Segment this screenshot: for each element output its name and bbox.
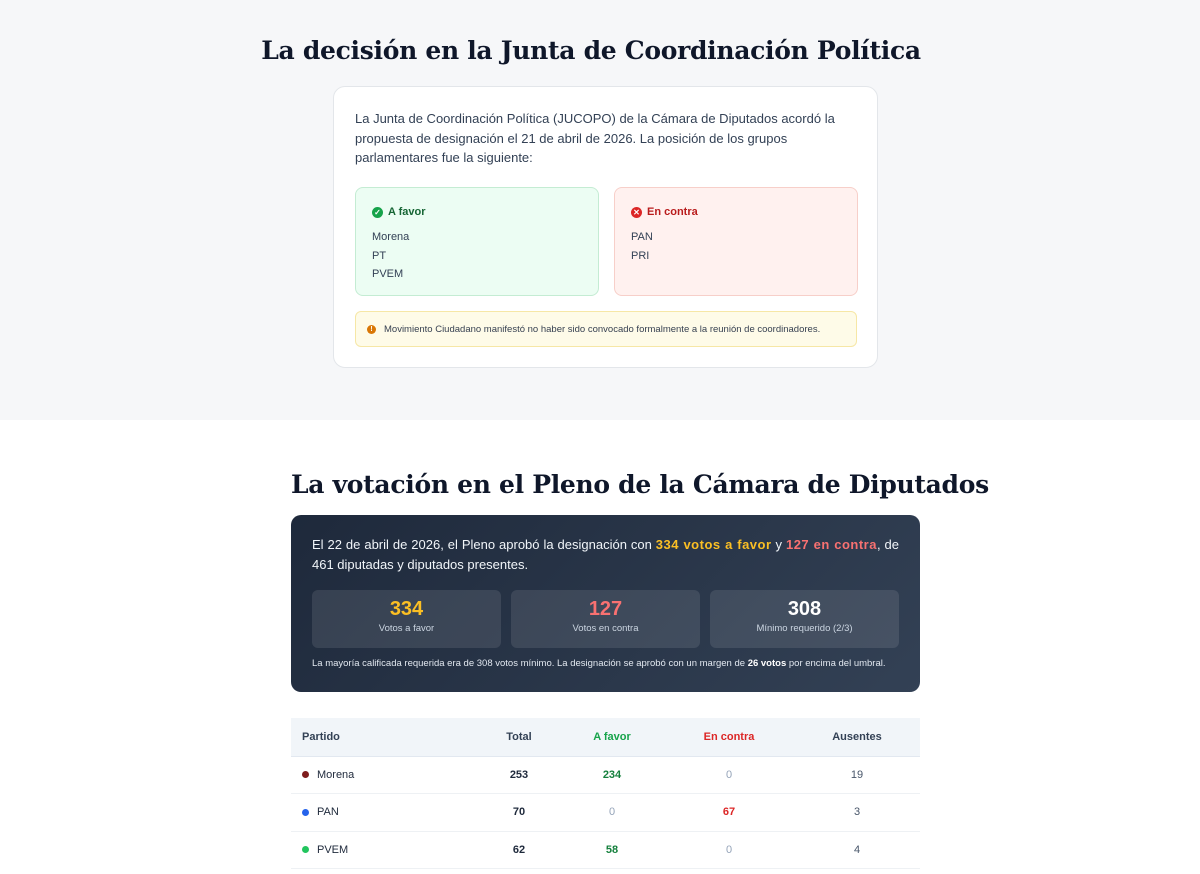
list-item: PVEM <box>372 268 404 280</box>
stat-label: Votos en contra <box>572 623 639 634</box>
note-text: La mayoría calificada requerida era de 3… <box>312 658 748 669</box>
pleno-intro: El 22 de abril de 2026, el Pleno aprobó … <box>312 535 899 574</box>
table-row: Morena 253 234 0 19 <box>291 756 920 794</box>
contra-label: En contra <box>647 206 698 218</box>
party-name: PAN <box>317 806 339 819</box>
contra-cell: 0 <box>664 831 794 869</box>
party-cell: PAN <box>291 793 478 832</box>
check-circle-icon: ✓ <box>372 206 383 218</box>
favor-highlight: 334 votos a favor <box>655 537 772 552</box>
favor-heading: ✓ A favor <box>372 206 426 218</box>
notice-banner: ! Movimiento Ciudadano manifestó no habe… <box>355 311 857 347</box>
ausentes-cell: 4 <box>794 831 920 869</box>
party-name: Morena <box>317 768 355 781</box>
pleno-summary-card: El 22 de abril de 2026, el Pleno aprobó … <box>291 515 920 692</box>
favor-label: A favor <box>388 206 426 218</box>
intro-text: , de 461 diputadas y diputados presentes… <box>312 537 899 572</box>
stat-label: Mínimo requerido (2/3) <box>756 623 853 634</box>
header-total: Total <box>478 718 560 757</box>
favor-cell: 58 <box>560 831 664 869</box>
party-color-dot <box>302 771 309 779</box>
header-contra: En contra <box>664 718 794 757</box>
header-partido: Partido <box>291 718 478 757</box>
table-header-row: Partido Total A favor En contra Ausentes <box>291 718 920 757</box>
contra-cell: 0 <box>664 756 794 794</box>
stat-label: Votos a favor <box>378 623 435 634</box>
stat-value: 334 <box>389 598 424 620</box>
party-color-dot <box>302 846 309 854</box>
stat-value: 308 <box>787 598 822 620</box>
stat-favor: 334 Votos a favor <box>312 590 501 648</box>
party-color-dot <box>302 808 309 816</box>
contra-heading: ✕ En contra <box>631 206 698 218</box>
list-item: PT <box>372 249 387 262</box>
notice-text: Movimiento Ciudadano manifestó no haber … <box>384 323 821 335</box>
favor-cell: 0 <box>560 793 664 832</box>
header-ausentes: Ausentes <box>794 718 920 757</box>
intro-text: y <box>771 537 786 552</box>
stat-minimum: 308 Mínimo requerido (2/3) <box>710 590 899 648</box>
party-cell: PVEM <box>291 831 478 869</box>
pleno-title: La votación en el Pleno de la Cámara de … <box>291 470 989 499</box>
favor-party-list: Morena PT PVEM <box>372 228 409 284</box>
contra-box: ✕ En contra PAN PRI <box>614 187 858 296</box>
jucopo-title: La decisión en la Junta de Coordinación … <box>261 36 921 65</box>
stat-value: 127 <box>588 598 623 620</box>
contra-highlight: 127 en contra <box>785 537 877 552</box>
list-item: Morena <box>372 231 410 243</box>
x-circle-icon: ✕ <box>631 206 642 218</box>
table-row: PAN 70 0 67 3 <box>291 793 920 832</box>
favor-box: ✓ A favor Morena PT PVEM <box>355 187 599 296</box>
contra-party-list: PAN PRI <box>631 228 653 265</box>
total-cell: 70 <box>478 793 560 832</box>
party-cell: Morena <box>291 756 478 794</box>
intro-text: El 22 de abril de 2026, el Pleno aprobó … <box>312 537 656 552</box>
ausentes-cell: 19 <box>794 756 920 794</box>
note-text: por encima del umbral. <box>786 658 886 669</box>
stat-contra: 127 Votos en contra <box>511 590 700 648</box>
jucopo-intro: La Junta de Coordinación Política (JUCOP… <box>355 111 835 165</box>
info-icon: ! <box>367 324 376 334</box>
vote-table: Partido Total A favor En contra Ausentes… <box>291 718 920 869</box>
table-row: PVEM 62 58 0 4 <box>291 831 920 869</box>
header-favor: A favor <box>560 718 664 757</box>
threshold-note: La mayoría calificada requerida era de 3… <box>312 658 886 669</box>
jucopo-card: La Junta de Coordinación Política (JUCOP… <box>333 86 878 368</box>
total-cell: 62 <box>478 831 560 869</box>
total-cell: 253 <box>478 756 560 794</box>
ausentes-cell: 3 <box>794 793 920 832</box>
contra-cell: 67 <box>664 793 794 832</box>
party-name: PVEM <box>317 843 349 856</box>
margin-value: 26 votos <box>747 658 787 669</box>
list-item: PAN <box>631 231 653 243</box>
list-item: PRI <box>631 249 650 262</box>
favor-cell: 234 <box>560 756 664 794</box>
